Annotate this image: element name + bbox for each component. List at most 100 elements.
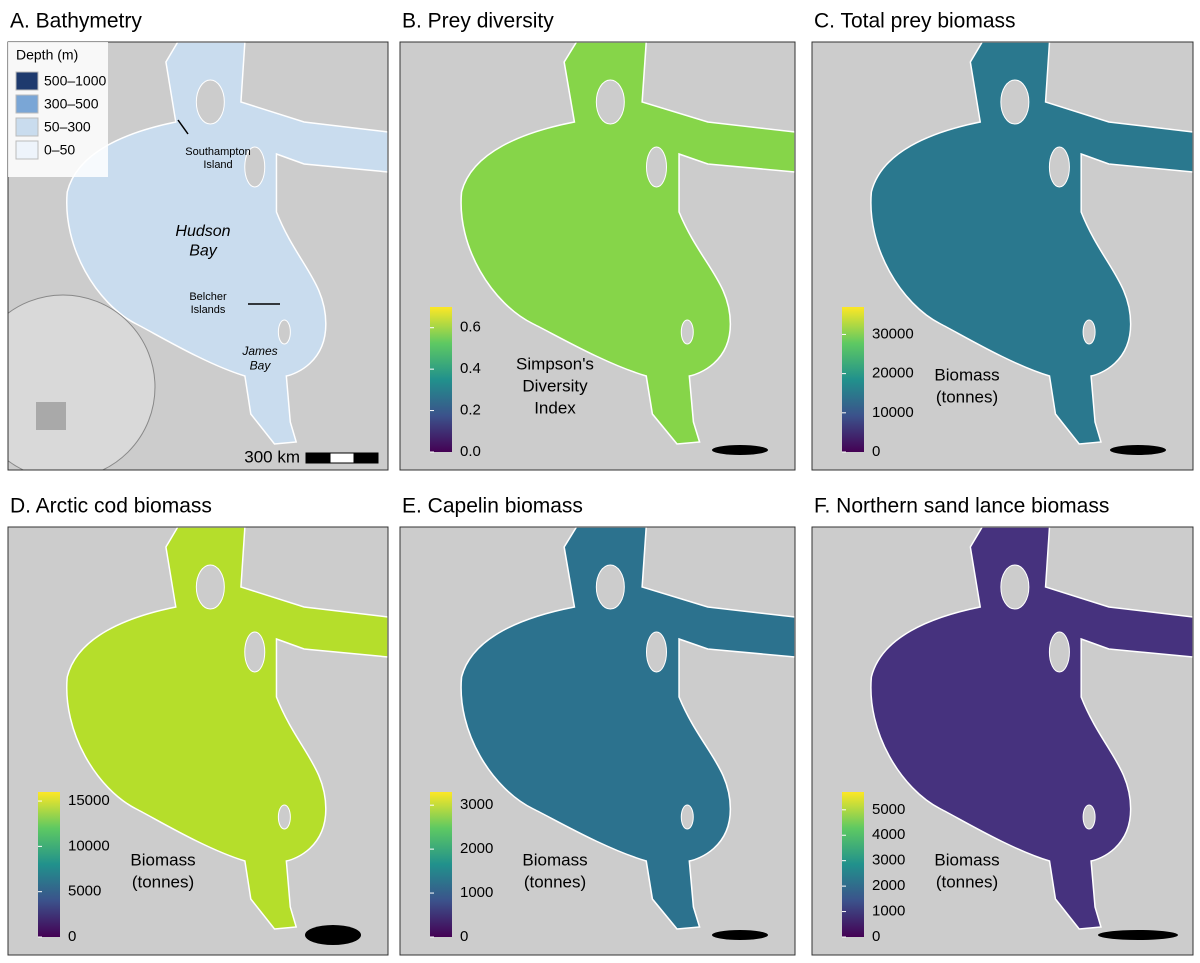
map-content: [8, 527, 388, 955]
island: [195, 564, 225, 610]
colorbar-tick-label: 5000: [872, 801, 905, 818]
colorbar: [842, 307, 864, 452]
island: [680, 319, 694, 345]
map-panel: 0 5000 10000 15000 Biomass (tonnes): [7, 526, 389, 956]
fish-silhouette: [1110, 445, 1166, 455]
colorbar-tick-label: 3000: [460, 796, 493, 813]
panel-title: D. Arctic cod biomass: [10, 495, 212, 518]
fish-silhouette: [712, 930, 768, 940]
water: [870, 42, 1193, 445]
island: [1048, 631, 1070, 673]
inset-extent: [36, 402, 66, 430]
colorbar-label: Biomass: [934, 850, 999, 869]
map-frame: [399, 526, 796, 956]
water-label: Hudson: [175, 223, 230, 240]
panel-title: B. Prey diversity: [402, 10, 554, 33]
island: [680, 804, 694, 830]
island: [1082, 804, 1096, 830]
colorbar-tick-label: 0.0: [460, 443, 481, 460]
colorbar-tick-label: 1000: [460, 884, 493, 901]
colorbar-label: (tonnes): [936, 387, 998, 406]
place-label: Belcher: [189, 291, 227, 303]
panel-title: E. Capelin biomass: [402, 495, 583, 518]
legend-label: 50–300: [44, 119, 91, 135]
place-label: Island: [203, 159, 232, 171]
colorbar-label: Biomass: [130, 850, 195, 869]
island: [1048, 146, 1070, 188]
map-content: [812, 527, 1193, 955]
colorbar-tick-label: 3000: [872, 852, 905, 869]
colorbar-tick-label: 2000: [460, 840, 493, 857]
legend-swatch: [15, 71, 39, 91]
fish-silhouette: [305, 925, 361, 945]
water: [66, 527, 388, 930]
island: [244, 631, 266, 673]
colorbar-label: Biomass: [522, 850, 587, 869]
scale-bar: [305, 452, 331, 464]
water-label: James: [241, 344, 277, 358]
colorbar-label: Simpson's: [516, 354, 594, 373]
place-label: Islands: [191, 304, 226, 316]
colorbar: [430, 792, 452, 937]
colorbar-label: Index: [534, 398, 576, 417]
colorbar-tick-label: 1000: [872, 903, 905, 920]
colorbar-label: (tonnes): [524, 872, 586, 891]
island: [277, 319, 291, 345]
colorbar-tick-label: 0: [460, 928, 468, 945]
colorbar-tick-label: 0: [68, 928, 76, 945]
map-content: [8, 42, 388, 470]
colorbar-tick-label: 20000: [872, 365, 914, 382]
map-panel: Depth (m) 500–1000 300–500 50–300 0–50 Southa…: [7, 41, 389, 471]
place-label: Southampton: [185, 146, 250, 158]
colorbar-label: Biomass: [934, 365, 999, 384]
panel-title: F. Northern sand lance biomass: [814, 495, 1109, 518]
scale-bar: [353, 452, 379, 464]
island: [595, 79, 625, 125]
colorbar-tick-label: 0: [872, 443, 880, 460]
island: [244, 146, 266, 188]
arrow: [177, 119, 189, 135]
map-frame: [7, 41, 389, 471]
map-panel: 0 10000 20000 30000 Biomass (tonnes): [811, 41, 1194, 471]
colorbar-tick-label: 2000: [872, 877, 905, 894]
colorbar-tick-label: 0.6: [460, 319, 481, 336]
legend-label: 500–1000: [44, 73, 107, 89]
fish-silhouette: [1098, 930, 1178, 940]
water: [870, 527, 1193, 930]
colorbar-tick-label: 30000: [872, 325, 914, 342]
colorbar-tick-label: 15000: [68, 792, 110, 809]
colorbar-label: (tonnes): [132, 872, 194, 891]
map-panel: 0.0 0.2 0.4 0.6 Simpson's Diversity Index: [399, 41, 796, 471]
scale-label: 300 km: [244, 447, 300, 466]
legend-label: 0–50: [44, 142, 75, 158]
map-frame: [811, 41, 1194, 471]
map-content: [400, 527, 795, 955]
map-frame: [7, 526, 389, 956]
colorbar: [430, 307, 452, 452]
island: [645, 146, 667, 188]
island: [645, 631, 667, 673]
legend-swatch: [15, 94, 39, 114]
island: [1082, 319, 1096, 345]
map-panel: 0 1000 2000 3000 4000 5000 Biomass (tonnes): [811, 526, 1194, 956]
island: [195, 79, 225, 125]
island: [1000, 79, 1030, 125]
scale-bar: [329, 452, 355, 464]
map-content: [812, 42, 1193, 470]
legend-label: 300–500: [44, 96, 99, 112]
panel-title: A. Bathymetry: [10, 10, 142, 33]
map-frame: [399, 41, 796, 471]
island: [595, 564, 625, 610]
water: [66, 42, 388, 445]
water: [460, 527, 795, 930]
colorbar-tick-label: 0: [872, 928, 880, 945]
colorbar-tick-label: 5000: [68, 883, 101, 900]
colorbar-tick-label: 0.4: [460, 360, 481, 377]
fish-silhouette: [712, 445, 768, 455]
colorbar: [842, 792, 864, 937]
panel-title: C. Total prey biomass: [814, 10, 1016, 33]
map-panel: 0 1000 2000 3000 Biomass (tonnes): [399, 526, 796, 956]
map-frame: [811, 526, 1194, 956]
island: [277, 804, 291, 830]
